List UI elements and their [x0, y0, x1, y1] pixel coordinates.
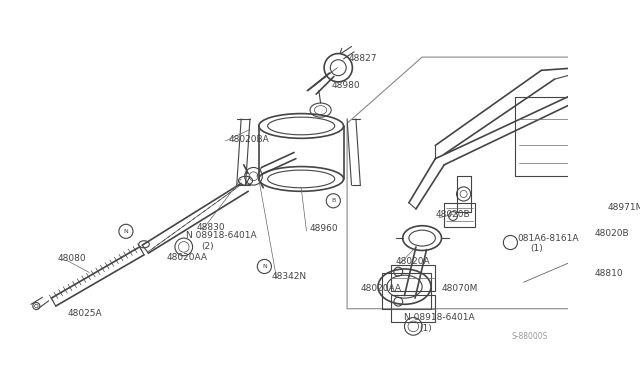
Text: 48830: 48830: [197, 223, 226, 232]
Bar: [444, 203, 475, 228]
Text: 48020B: 48020B: [595, 229, 629, 238]
Text: 48020AA: 48020AA: [360, 284, 401, 293]
Text: 48080: 48080: [58, 254, 86, 263]
Text: 48020B: 48020B: [435, 210, 470, 219]
Text: N: N: [262, 264, 267, 269]
Text: 48342N: 48342N: [272, 272, 307, 280]
Text: (1): (1): [419, 324, 432, 333]
Text: 48971M: 48971M: [607, 203, 640, 212]
Text: 48020A: 48020A: [396, 257, 430, 266]
Text: N: N: [124, 229, 129, 234]
Bar: [383, 273, 431, 309]
Text: 48980: 48980: [331, 81, 360, 90]
Text: S-88000S: S-88000S: [512, 332, 548, 341]
Text: 48960: 48960: [310, 224, 339, 233]
Bar: [391, 295, 435, 322]
Text: 48025A: 48025A: [67, 309, 102, 318]
Text: (2): (2): [202, 241, 214, 250]
Text: (1): (1): [531, 244, 543, 253]
Text: 48020BA: 48020BA: [228, 135, 269, 144]
Text: 48070M: 48070M: [442, 284, 478, 293]
Text: 48827: 48827: [349, 54, 378, 63]
Text: N 08918-6401A: N 08918-6401A: [186, 231, 257, 240]
Text: 48020AA: 48020AA: [166, 253, 207, 262]
Text: 081A6-8161A: 081A6-8161A: [518, 234, 579, 243]
Text: B: B: [331, 198, 335, 203]
Text: 48810: 48810: [595, 269, 623, 278]
Bar: [391, 264, 435, 291]
Text: N 08918-6401A: N 08918-6401A: [404, 313, 475, 322]
